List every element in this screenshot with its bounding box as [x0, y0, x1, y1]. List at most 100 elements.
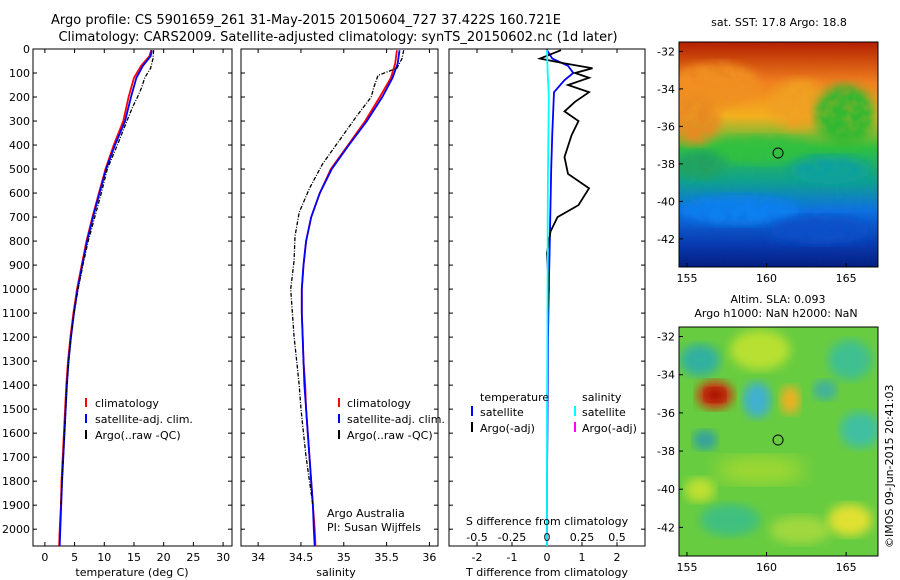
legend-header-temperature: temperature [480, 391, 549, 404]
x-tick-label: 5 [71, 551, 78, 564]
x-tick-label: 34.5 [289, 551, 314, 564]
salinity-difference-tick-label: 0.5 [608, 531, 626, 544]
y-tick-label: 1600 [2, 427, 30, 440]
salinity-lines [290, 50, 405, 546]
map-x-tick-label: 165 [836, 272, 857, 285]
salinity-x-ticks: 34 34.5 35 35.5 36 [251, 49, 436, 564]
map-y-tick-label: -34 [657, 369, 675, 382]
series-line-salinity-satellite [546, 50, 550, 546]
series-line-temperature-argo-adj [536, 49, 593, 314]
sst-map-title: sat. SST: 17.8 Argo: 18.8 [711, 16, 847, 29]
x-tick-label: 20 [157, 551, 171, 564]
y-tick-label: 300 [9, 115, 30, 128]
legend-label-argo: Argo(..raw -QC) [95, 429, 181, 442]
difference-panel: -2 -1 0 1 2 T difference from climatology S … [448, 48, 646, 579]
salinity-plot-frame [240, 48, 439, 547]
y-tick-label: 1300 [2, 355, 30, 368]
legend-label-climatology: climatology [347, 397, 411, 410]
y-tick-label: 1200 [2, 331, 30, 344]
y-tick-label: 1100 [2, 307, 30, 320]
y-tick-label: 500 [9, 163, 30, 176]
y-tick-label: 0 [23, 43, 30, 56]
difference-lines [536, 49, 593, 546]
figure-title-line2: Climatology: CARS2009. Satellite-adjuste… [58, 30, 617, 45]
y-tick-label: 2000 [2, 523, 30, 536]
x-tick-label: 0 [41, 551, 48, 564]
difference-top-label: S difference from climatology [466, 515, 629, 528]
x-tick-label: 10 [97, 551, 111, 564]
argo-location-marker [772, 434, 784, 446]
sla-map-panel: Altim. SLA: 0.093 Argo h1000: NaN h2000:… [657, 293, 879, 574]
legend-header-salinity: salinity [582, 391, 622, 404]
sst-map-frame [678, 41, 879, 268]
legend-label-climatology: climatology [95, 397, 159, 410]
sst-map-panel: sat. SST: 17.8 Argo: 18.8 155 160 165 -32 -3… [657, 16, 879, 285]
legend-label-s-satellite: satellite [582, 406, 626, 419]
y-tick-label: 600 [9, 187, 30, 200]
map-y-tick-label: -38 [657, 445, 675, 458]
map-y-tick-label: -36 [657, 120, 675, 133]
y-tick-label: 1500 [2, 403, 30, 416]
map-x-tick-label: 155 [676, 272, 697, 285]
x-tick-label: -1 [507, 551, 518, 564]
y-tick-label: 200 [9, 91, 30, 104]
legend-label-t-argo: Argo(-adj) [480, 422, 535, 435]
salinity-y-ticks [241, 48, 438, 530]
y-tick-label: 700 [9, 211, 30, 224]
temperature-plot-frame [32, 48, 233, 547]
difference-legend: temperature salinity satellite Argo(-adj… [471, 391, 637, 435]
difference-y-ticks [449, 48, 645, 530]
map-y-tick-label: -32 [657, 331, 675, 344]
salinity-panel: 34 34.5 35 35.5 36 salinity climatology sate… [240, 48, 445, 579]
salinity-legend: climatology satellite-adj. clim. Argo(..… [338, 397, 445, 442]
legend-label-t-satellite: satellite [480, 406, 524, 419]
map-x-tick-label: 155 [676, 561, 697, 574]
x-tick-label: 1 [579, 551, 586, 564]
y-tick-label: 1400 [2, 379, 30, 392]
series-line-argo-raw-qc [60, 50, 155, 506]
map-y-tick-label: -40 [657, 195, 675, 208]
x-tick-label: 35.5 [374, 551, 399, 564]
map-y-tick-label: -32 [657, 45, 675, 58]
x-tick-label: 2 [614, 551, 621, 564]
map-y-tick-label: -40 [657, 483, 675, 496]
series-line-argo-raw-qc [290, 50, 405, 506]
map-y-tick-label: -34 [657, 83, 675, 96]
sst-argo-marker [772, 147, 784, 159]
side-credit-label: ©IMOS 09-Jun-2015 20:41:03 [883, 384, 896, 548]
series-line-satellite-adj-clim [300, 50, 401, 546]
map-y-tick-label: -36 [657, 407, 675, 420]
y-tick-label: 1900 [2, 499, 30, 512]
difference-x-ticks: -2 -1 0 1 2 [472, 49, 621, 564]
x-tick-label: 15 [127, 551, 141, 564]
salinity-xlabel: salinity [316, 566, 356, 579]
map-y-tick-label: -42 [657, 521, 675, 534]
annotation-pi: PI: Susan Wijffels [327, 521, 421, 534]
sla-map-field [679, 327, 878, 556]
temperature-panel: 0100200300400500600700800900100011001200… [2, 43, 233, 579]
salinity-difference-tick-label: -0.5 [466, 531, 487, 544]
sst-map-field [679, 42, 878, 267]
y-tick-label: 1700 [2, 451, 30, 464]
y-tick-label: 100 [9, 67, 30, 80]
salinity-difference-tick-label: 0 [544, 531, 551, 544]
x-tick-label: 25 [186, 551, 200, 564]
sla-map-title-line2: Argo h1000: NaN h2000: NaN [694, 307, 857, 320]
map-x-tick-label: 165 [836, 561, 857, 574]
temperature-y-ticks: 0 100 200 300 400 500 600 700 800 900 1000 1100 1200… [2, 43, 232, 536]
temperature-xlabel: temperature (deg C) [75, 566, 188, 579]
y-tick-label: 1000 [2, 283, 30, 296]
legend-label-satellite: satellite-adj. clim. [347, 413, 445, 426]
x-tick-label: 30 [216, 551, 230, 564]
sla-argo-marker [772, 434, 784, 446]
difference-xlabel: T difference from climatology [465, 566, 628, 579]
salinity-difference-tick-label: -0.25 [498, 531, 526, 544]
x-tick-label: -2 [472, 551, 483, 564]
map-y-tick-label: -38 [657, 158, 675, 171]
y-tick-label: 800 [9, 235, 30, 248]
y-tick-label: 1800 [2, 475, 30, 488]
x-tick-label: 34 [251, 551, 265, 564]
y-tick-label: 900 [9, 259, 30, 272]
x-tick-label: 36 [422, 551, 436, 564]
